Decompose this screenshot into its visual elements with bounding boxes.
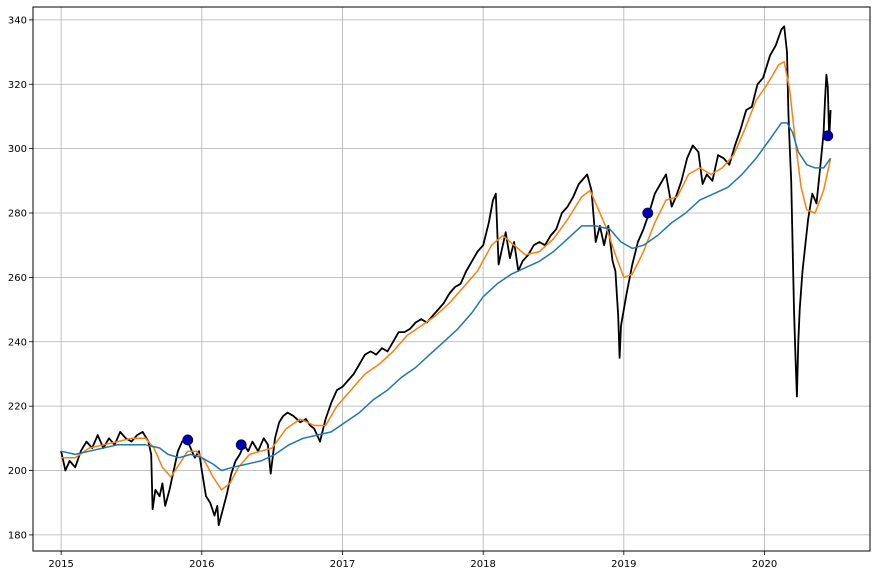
signal-marker	[642, 207, 654, 219]
y-tick-label: 220	[8, 402, 27, 413]
y-tick-label: 180	[8, 530, 27, 541]
x-tick-label: 2019	[611, 559, 636, 570]
series-line-moving-average-short	[61, 60, 832, 491]
x-tick-label: 2018	[470, 559, 495, 570]
y-tick-label: 260	[8, 273, 27, 284]
series-line-moving-average-long	[60, 122, 832, 472]
grid	[33, 7, 870, 551]
signal-marker	[182, 434, 194, 446]
plot-frame	[32, 6, 871, 552]
y-tick-label: 200	[8, 466, 27, 477]
y-tick-label: 280	[8, 209, 27, 220]
x-tick-label: 2015	[48, 559, 73, 570]
y-tick-label: 240	[8, 337, 27, 348]
series-line-price	[60, 25, 832, 527]
series-group	[60, 25, 832, 527]
y-tick-label: 320	[8, 80, 27, 91]
signal-marker	[235, 439, 247, 451]
y-tick-label: 300	[8, 144, 27, 155]
signal-marker	[822, 130, 834, 142]
x-tick-label: 2020	[752, 559, 777, 570]
x-tick-label: 2017	[330, 559, 355, 570]
x-tick-label: 2016	[189, 559, 214, 570]
y-tick-label: 340	[8, 15, 27, 26]
markers-group	[182, 130, 834, 451]
axis-ticks: 2015 2016 2017 2018 2019 2020 180 200 220 240 260 2…	[8, 15, 777, 570]
